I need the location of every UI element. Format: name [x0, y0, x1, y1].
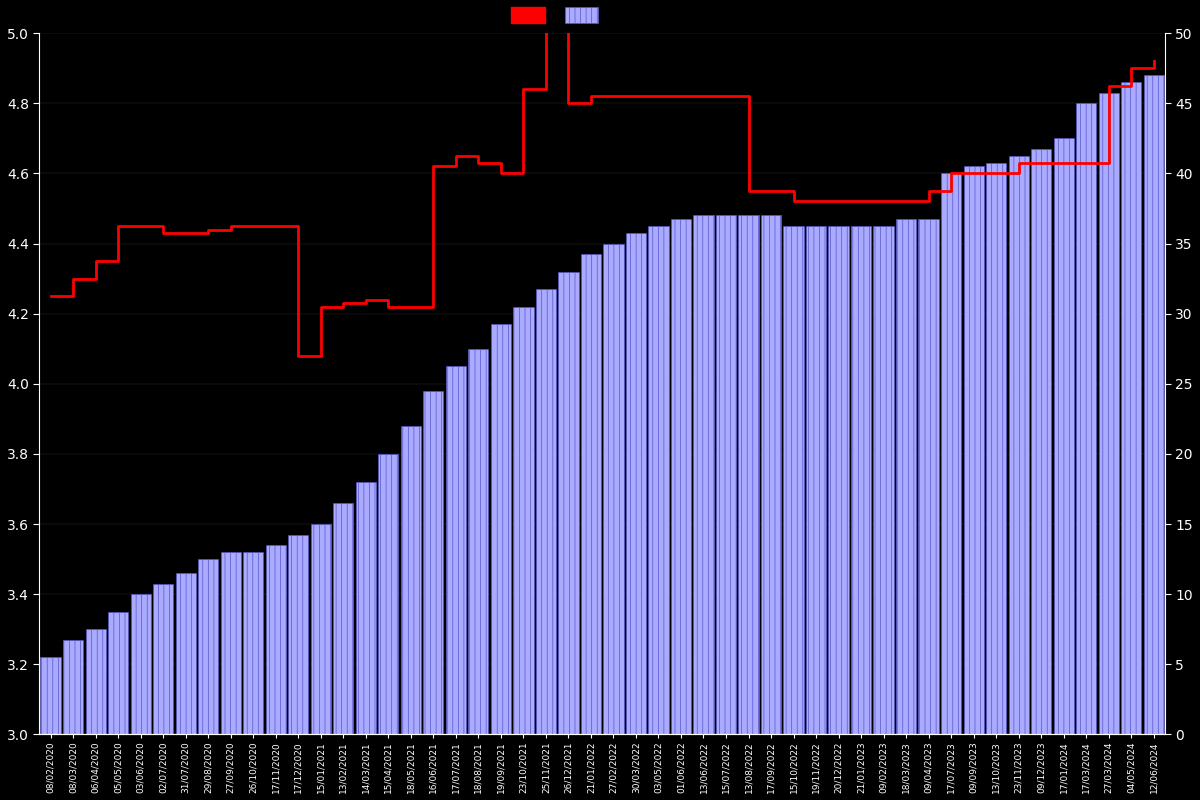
- Bar: [716, 215, 736, 734]
- Bar: [558, 271, 578, 734]
- Bar: [311, 524, 331, 734]
- Bar: [468, 349, 488, 734]
- Bar: [874, 226, 894, 734]
- Bar: [355, 482, 376, 734]
- Bar: [828, 226, 848, 734]
- Bar: [131, 594, 151, 734]
- Bar: [175, 573, 196, 734]
- Bar: [108, 612, 128, 734]
- Bar: [401, 426, 421, 734]
- Bar: [62, 640, 83, 734]
- Bar: [154, 584, 173, 734]
- Bar: [535, 289, 556, 734]
- Bar: [648, 226, 668, 734]
- Bar: [941, 174, 961, 734]
- Bar: [918, 219, 938, 734]
- Bar: [1099, 93, 1118, 734]
- Bar: [514, 306, 534, 734]
- Bar: [1031, 149, 1051, 734]
- Bar: [288, 534, 308, 734]
- Bar: [198, 559, 218, 734]
- Bar: [604, 243, 624, 734]
- Bar: [334, 503, 354, 734]
- Bar: [851, 226, 871, 734]
- Bar: [964, 166, 984, 734]
- Bar: [806, 226, 826, 734]
- Bar: [491, 324, 511, 734]
- Bar: [244, 552, 263, 734]
- Bar: [265, 545, 286, 734]
- Bar: [41, 658, 61, 734]
- Bar: [738, 215, 758, 734]
- Bar: [221, 552, 241, 734]
- Bar: [1054, 138, 1074, 734]
- Bar: [445, 366, 466, 734]
- Bar: [694, 215, 714, 734]
- Bar: [784, 226, 804, 734]
- Bar: [986, 163, 1007, 734]
- Bar: [378, 454, 398, 734]
- Bar: [1121, 82, 1141, 734]
- Bar: [85, 629, 106, 734]
- Bar: [581, 254, 601, 734]
- Bar: [761, 215, 781, 734]
- Bar: [424, 390, 444, 734]
- Bar: [626, 233, 646, 734]
- Bar: [1076, 103, 1097, 734]
- Bar: [671, 219, 691, 734]
- Bar: [896, 219, 917, 734]
- Bar: [1144, 75, 1164, 734]
- Legend: , : ,: [506, 2, 607, 27]
- Bar: [1008, 156, 1028, 734]
